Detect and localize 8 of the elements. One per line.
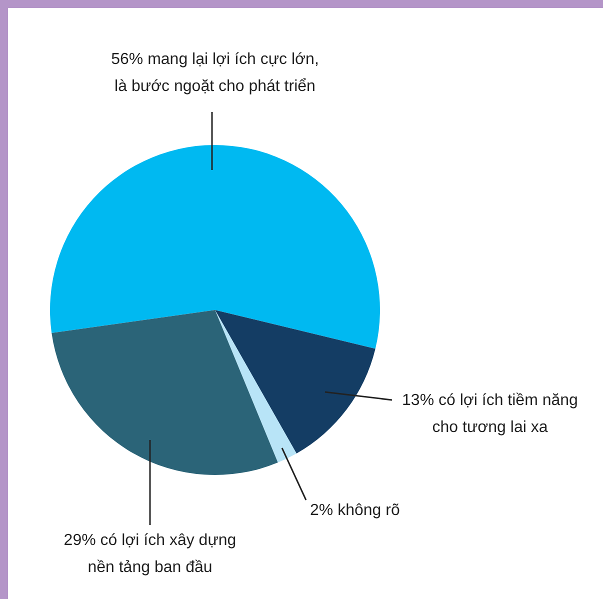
- pie-slice: [52, 310, 278, 475]
- pie-slice: [215, 310, 376, 454]
- slice-label: 2% không rõ: [310, 502, 400, 519]
- slice-label: 13% có lợi ích tiềm năng cho tương lai xa: [402, 392, 578, 436]
- pie-slice: [215, 310, 296, 463]
- slice-label: 56% mang lại lợi ích cực lớn, là bước ngoặt cho phát triển: [111, 51, 319, 95]
- pie-slice: [50, 145, 380, 349]
- slice-label: 29% có lợi ích xây dựng nền tảng ban đầu: [64, 532, 236, 576]
